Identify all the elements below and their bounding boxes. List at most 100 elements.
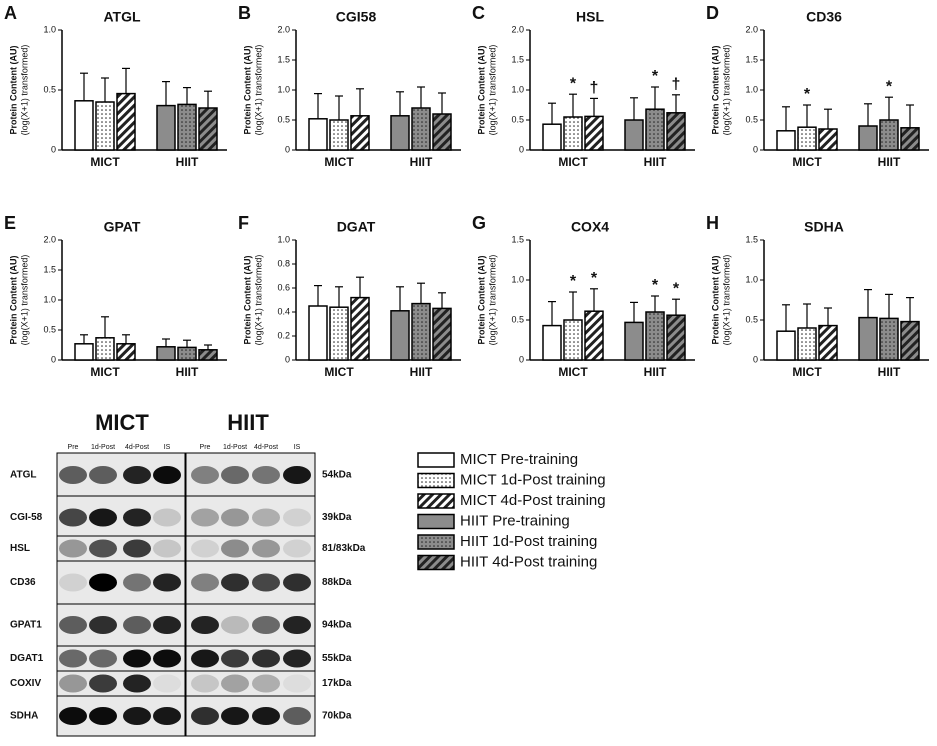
blot-band — [252, 573, 280, 592]
chart-title: GPAT — [104, 219, 141, 235]
significance-marker: * — [570, 273, 577, 290]
bar — [329, 306, 349, 361]
bar — [350, 115, 370, 151]
blot-band — [123, 573, 151, 592]
y-tick-label: 1.0 — [511, 84, 524, 94]
blot-band — [221, 616, 249, 634]
legend-label: HIIT 1d-Post training — [460, 533, 597, 550]
blot-band — [89, 539, 117, 558]
bar — [95, 337, 115, 361]
blot-band — [191, 539, 219, 558]
bar — [390, 115, 410, 151]
protein-label: SDHA — [10, 711, 38, 722]
blot-band — [283, 573, 311, 592]
blot-band — [252, 674, 280, 693]
bar — [74, 343, 94, 361]
band-size: 17kDa — [322, 678, 352, 689]
lane-label: 4d-Post — [254, 444, 278, 451]
bar — [156, 346, 176, 361]
lane-label: Pre — [200, 444, 211, 451]
x-tick-label: MICT — [558, 155, 588, 169]
blot-band — [123, 539, 151, 558]
y-tick-label: 0.5 — [277, 114, 290, 124]
legend-label: MICT 1d-Post training — [460, 471, 606, 488]
bar — [818, 324, 838, 361]
band-size: 70kDa — [322, 711, 352, 722]
significance-marker: * — [591, 270, 598, 287]
bar — [624, 119, 644, 151]
y-tick-label: 1.5 — [511, 234, 524, 244]
chart-title: CD36 — [806, 9, 842, 25]
lane-label: IS — [294, 444, 301, 451]
bar — [776, 330, 796, 361]
y-tick-label: 0 — [51, 354, 56, 364]
bar — [900, 127, 920, 151]
chart-title: SDHA — [804, 219, 844, 235]
blot-band — [59, 674, 87, 693]
blot-band — [191, 508, 219, 527]
panel-letter: C — [472, 3, 485, 23]
y-tick-label: 0.5 — [511, 114, 524, 124]
x-tick-label: MICT — [792, 155, 822, 169]
blot-band — [191, 649, 219, 668]
blot-band — [252, 508, 280, 527]
x-tick-label: HIIT — [410, 365, 433, 379]
x-tick-label: MICT — [90, 365, 120, 379]
y-tick-label: 0.5 — [745, 114, 758, 124]
bar — [858, 316, 878, 361]
blot-band — [89, 466, 117, 484]
x-tick-label: MICT — [90, 155, 120, 169]
bar — [432, 307, 452, 361]
legend-swatch — [417, 513, 455, 530]
y-tick-label: 1.0 — [511, 274, 524, 284]
bar — [624, 321, 644, 361]
x-tick-label: HIIT — [176, 365, 199, 379]
protein-label: CGI-58 — [10, 512, 43, 523]
chart-title: COX4 — [571, 219, 609, 235]
x-tick-label: HIIT — [878, 155, 901, 169]
legend-label: HIIT Pre-training — [460, 512, 570, 529]
y-tick-label: 0 — [285, 144, 290, 154]
blot-band — [153, 539, 181, 558]
y-tick-label: 0 — [753, 144, 758, 154]
blot-band — [59, 616, 87, 634]
x-tick-label: HIIT — [410, 155, 433, 169]
blot-band — [252, 466, 280, 484]
bar — [797, 126, 817, 151]
bar — [308, 305, 328, 361]
lane-label: 4d-Post — [125, 444, 149, 451]
y-tick-label: 2.0 — [43, 234, 56, 244]
blot-band — [89, 707, 117, 725]
legend-label: MICT 4d-Post training — [460, 492, 606, 509]
x-tick-label: HIIT — [176, 155, 199, 169]
y-tick-label: 0.5 — [745, 314, 758, 324]
blot-band — [153, 674, 181, 693]
bar — [776, 130, 796, 151]
blot-group: HIIT — [227, 410, 269, 435]
chart-title: ATGL — [103, 9, 141, 25]
blot-band — [221, 707, 249, 725]
y-tick-label: 0 — [285, 354, 290, 364]
x-tick-label: HIIT — [644, 155, 667, 169]
bar — [666, 314, 686, 361]
blot-band — [283, 674, 311, 693]
y-axis-label: Protein Content (AU) — [8, 46, 18, 135]
bar — [177, 103, 197, 151]
significance-marker: * — [652, 68, 659, 85]
y-tick-label: 1.5 — [745, 234, 758, 244]
band-size: 88kDa — [322, 577, 352, 588]
y-tick-label: 1.5 — [511, 54, 524, 64]
bar — [177, 346, 197, 361]
blot-band — [221, 466, 249, 484]
chart-title: DGAT — [337, 219, 376, 235]
blot-band — [153, 573, 181, 592]
y-axis-label: (log(X+1) transformed) — [19, 45, 29, 136]
x-tick-label: MICT — [324, 155, 354, 169]
blot-panel — [56, 452, 186, 737]
y-axis-label: Protein Content (AU) — [476, 256, 486, 345]
y-tick-label: 2.0 — [277, 24, 290, 34]
blot-band — [153, 707, 181, 725]
protein-label: DGAT1 — [10, 653, 44, 664]
y-tick-label: 1.5 — [43, 264, 56, 274]
